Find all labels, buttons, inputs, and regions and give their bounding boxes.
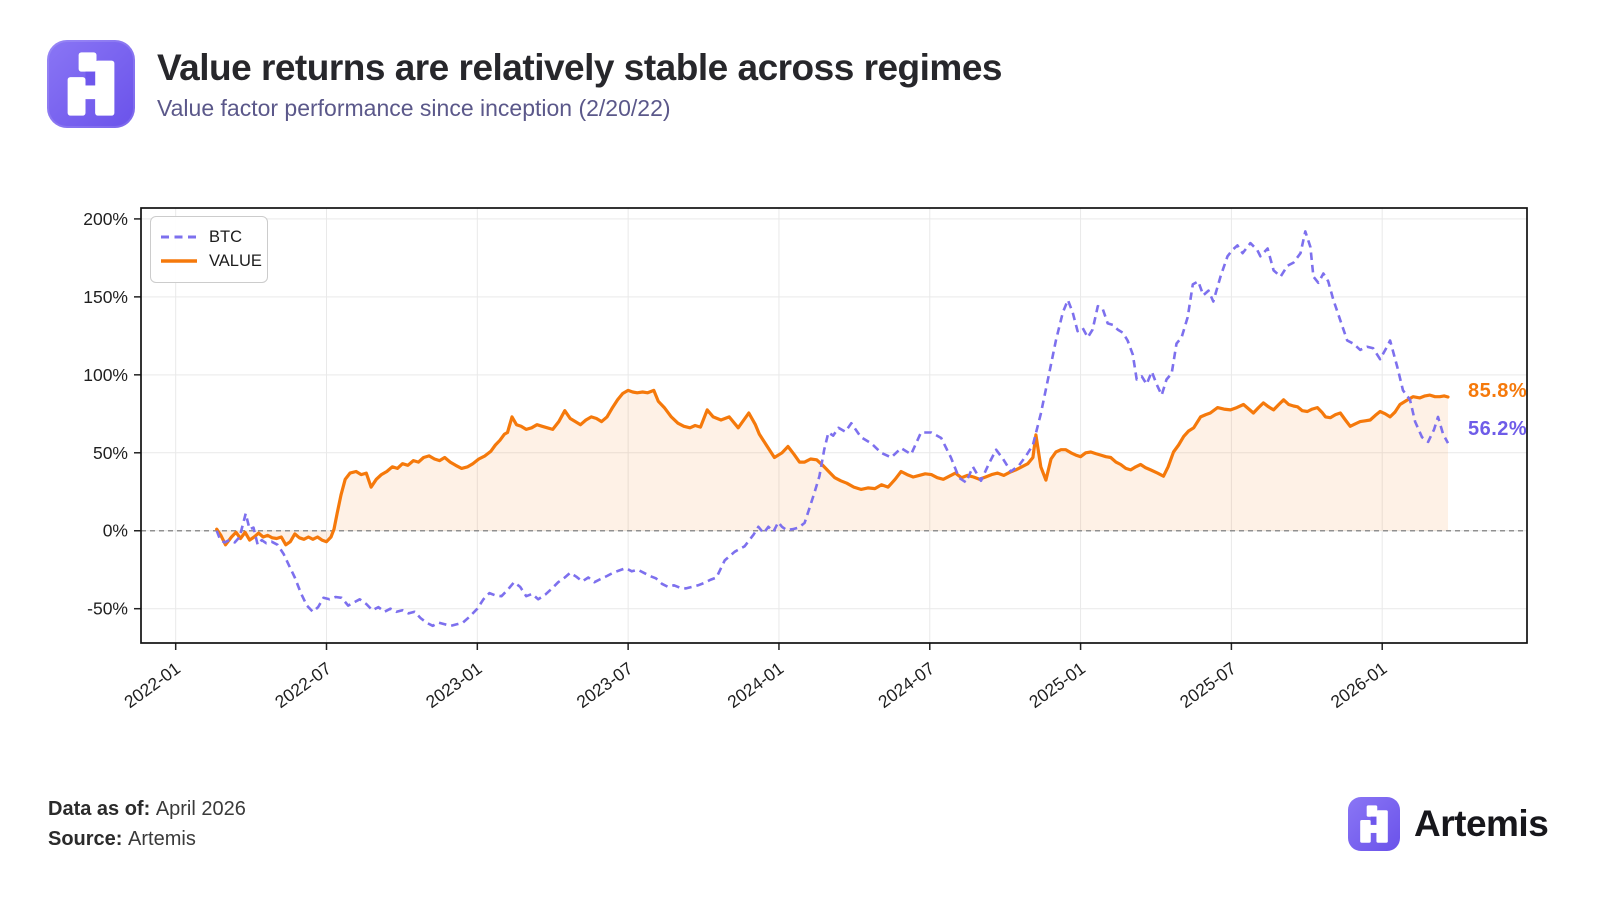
y-tick-label: 200% — [83, 209, 128, 229]
y-tick-label: 50% — [93, 443, 128, 463]
y-tick-label: 0% — [103, 521, 128, 541]
btc-dashed-swatch-icon — [161, 235, 197, 239]
x-tick-label: 2022-07 — [271, 658, 335, 712]
factor-performance-chart: 200% 150% 100% 50% 0% -50% 2022-01 2022-07 2023-… — [83, 207, 1528, 712]
value-end-label: 85.8% — [1468, 380, 1528, 402]
value-line — [215, 388, 1450, 547]
value-area-fill — [216, 390, 1449, 545]
btc-line — [215, 230, 1450, 628]
y-tick-label: 100% — [83, 365, 128, 385]
x-tick-label: 2022-01 — [120, 658, 184, 712]
legend: BTC VALUE — [150, 216, 268, 283]
data-as-of-line: Data as of: April 2026 — [48, 798, 246, 820]
artemis-glyph-small-icon — [1360, 805, 1388, 843]
brand-footer: Artemis — [1348, 797, 1549, 851]
x-tick-label: 2026-01 — [1327, 658, 1391, 712]
value-solid-swatch-icon — [161, 259, 197, 263]
plot-frame — [140, 207, 1528, 644]
legend-label-value: VALUE — [209, 251, 262, 270]
footer-notes: Data as of: April 2026 Source: Artemis — [48, 794, 246, 854]
y-tick-label: 150% — [83, 287, 128, 307]
page-title: Value returns are relatively stable acro… — [157, 47, 1003, 88]
y-tick-label: -50% — [87, 599, 128, 619]
brand-name: Artemis — [1414, 803, 1549, 844]
source-line: Source: Artemis — [48, 828, 196, 850]
x-tick-label: 2024-07 — [874, 658, 938, 712]
x-tick-label: 2024-01 — [724, 658, 788, 712]
legend-item-btc: BTC — [161, 225, 257, 249]
artemis-logo-small-icon — [1348, 797, 1400, 851]
artemis-glyph-icon — [67, 52, 115, 116]
page-subtitle: Value factor performance since inception… — [157, 95, 671, 121]
x-tick-label: 2025-07 — [1176, 658, 1240, 712]
x-tick-label: 2023-01 — [422, 658, 486, 712]
btc-end-label: 56.2% — [1468, 418, 1528, 440]
artemis-logo-icon — [47, 40, 135, 128]
x-tick-label: 2025-01 — [1025, 658, 1089, 712]
legend-item-value: VALUE — [161, 249, 262, 273]
x-tick-label: 2023-07 — [573, 658, 637, 712]
legend-label-btc: BTC — [209, 227, 242, 246]
